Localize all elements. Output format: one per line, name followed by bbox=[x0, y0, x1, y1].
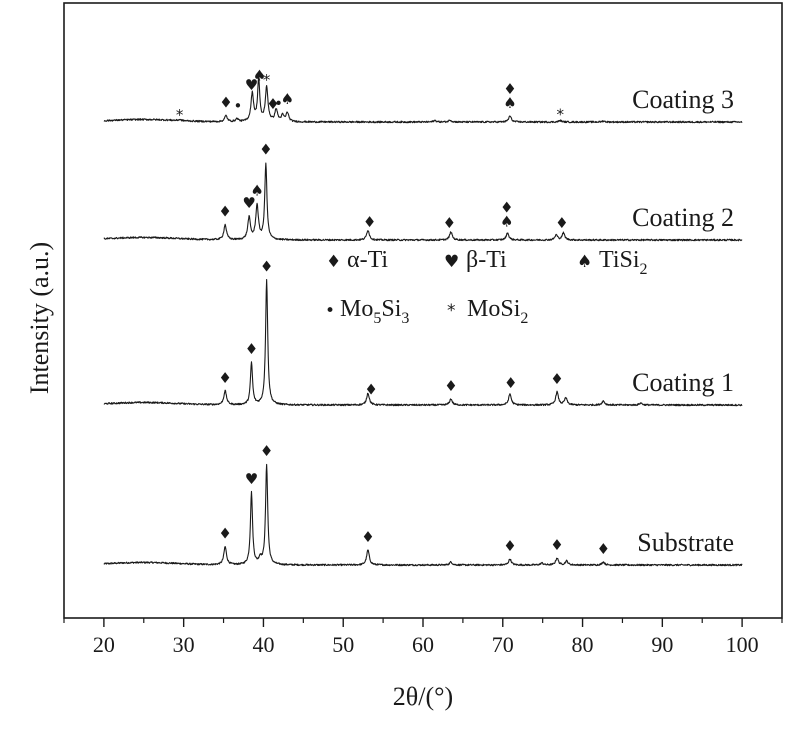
legend-mo5si3-sub2: 3 bbox=[401, 310, 409, 327]
x-tick-label: 30 bbox=[173, 632, 195, 657]
diamond-icon: ♦ bbox=[260, 442, 273, 460]
trace-coating-2 bbox=[103, 162, 743, 242]
spade-icon: ♠ bbox=[500, 212, 513, 230]
diamond-icon: ♦ bbox=[550, 536, 563, 554]
legend-bullet-icon: • bbox=[325, 301, 335, 321]
legend-tisi2-base: TiSi bbox=[599, 247, 640, 273]
x-tick-label: 60 bbox=[412, 632, 434, 657]
diamond-icon: ♦ bbox=[361, 528, 374, 546]
diamond-icon: ♦ bbox=[363, 213, 376, 231]
diamond-icon: ♦ bbox=[555, 214, 568, 232]
diamond-icon: ♦ bbox=[259, 141, 272, 159]
diamond-icon: ♦ bbox=[597, 540, 610, 558]
x-tick-label: 20 bbox=[93, 632, 115, 657]
diamond-icon: ♦ bbox=[260, 258, 273, 276]
diamond-icon: ♦ bbox=[503, 537, 516, 555]
legend-mo5si3-sub1: 5 bbox=[373, 310, 381, 327]
phase-legend: ♦ α-Ti ♥ β-Ti ♠ TiSi2 • Mo5Si3 * MoSi2 bbox=[325, 247, 648, 327]
legend-heart-icon: ♥ bbox=[444, 252, 459, 272]
x-tick-label: 90 bbox=[651, 632, 673, 657]
label-coating-2: Coating 2 bbox=[632, 203, 734, 232]
diamond-icon: ♦ bbox=[218, 203, 231, 221]
label-substrate: Substrate bbox=[637, 528, 734, 557]
phase-markers: ♦♥♦♦♦ ♦ ♦♦♦♦♦ ♦ ♦ ♦♦ ♥♠♦♦ ♦ ♠♦♦*♦ •♥♠*♦•♠ ♠♦* bbox=[176, 67, 610, 558]
diamond-icon: ♦ bbox=[266, 95, 279, 113]
diamond-icon: ♦ bbox=[504, 374, 517, 392]
spade-icon: ♠ bbox=[281, 90, 294, 108]
x-tick-label: 70 bbox=[492, 632, 514, 657]
diamond-icon: ♦ bbox=[444, 377, 457, 395]
legend-label-mosi2: MoSi2 bbox=[467, 296, 528, 327]
heart-icon: ♥ bbox=[245, 76, 258, 94]
legend-label-beta-ti: β-Ti bbox=[466, 247, 507, 273]
x-tick-label: 50 bbox=[332, 632, 354, 657]
legend-tisi2-sub: 2 bbox=[640, 261, 648, 278]
x-axis-ticks bbox=[63, 618, 783, 627]
x-axis-title: 2θ/(°) bbox=[393, 682, 453, 711]
x-tick-label: 100 bbox=[726, 632, 759, 657]
label-coating-3: Coating 3 bbox=[632, 85, 734, 114]
diamond-icon: ♦ bbox=[218, 369, 231, 387]
series-labels: Substrate Coating 1 Coating 2 Coating 3 bbox=[632, 85, 734, 557]
heart-icon: ♥ bbox=[245, 470, 258, 488]
heart-icon: ♥ bbox=[242, 194, 255, 212]
legend-label-mo5si3: Mo5Si3 bbox=[340, 296, 409, 327]
diamond-icon: ♦ bbox=[219, 94, 232, 112]
legend-mo5si3-base2: Si bbox=[381, 296, 401, 322]
asterisk-icon: * bbox=[263, 71, 271, 89]
trace-coating-3 bbox=[103, 76, 743, 124]
x-axis-tick-labels: 20 30 40 50 60 70 80 90 100 bbox=[93, 632, 759, 657]
asterisk-icon: * bbox=[556, 105, 564, 123]
legend-diamond-icon: ♦ bbox=[326, 252, 341, 272]
diamond-icon: ♦ bbox=[218, 525, 231, 543]
trace-coating-1 bbox=[103, 278, 743, 407]
diffraction-traces bbox=[103, 76, 743, 567]
spade-icon: ♠ bbox=[503, 94, 516, 112]
spade-icon: ♠ bbox=[250, 182, 263, 200]
y-axis-title: Intensity (a.u.) bbox=[25, 242, 54, 394]
legend-spade-icon: ♠ bbox=[577, 252, 592, 272]
diamond-icon: ♦ bbox=[550, 370, 563, 388]
trace-substrate bbox=[103, 463, 743, 567]
legend-label-tisi2: TiSi2 bbox=[599, 247, 648, 278]
x-tick-label: 40 bbox=[252, 632, 274, 657]
asterisk-icon: * bbox=[176, 106, 184, 124]
diamond-icon: ♦ bbox=[364, 381, 377, 399]
label-coating-1: Coating 1 bbox=[632, 368, 734, 397]
diamond-icon: ♦ bbox=[245, 340, 258, 358]
diamond-icon: ♦ bbox=[503, 80, 516, 98]
legend-asterisk-icon: * bbox=[447, 301, 456, 321]
diamond-icon: ♦ bbox=[443, 214, 456, 232]
legend-mosi2-base: MoSi bbox=[467, 296, 521, 322]
diamond-icon: ♦ bbox=[500, 198, 513, 216]
legend-label-alpha-ti: α-Ti bbox=[347, 247, 388, 273]
x-tick-label: 80 bbox=[572, 632, 594, 657]
bullet-icon: • bbox=[233, 97, 242, 115]
legend-mo5si3-base1: Mo bbox=[340, 296, 373, 322]
spade-icon: ♠ bbox=[253, 67, 266, 85]
legend-mosi2-sub: 2 bbox=[520, 310, 528, 327]
bullet-icon: • bbox=[274, 94, 283, 112]
